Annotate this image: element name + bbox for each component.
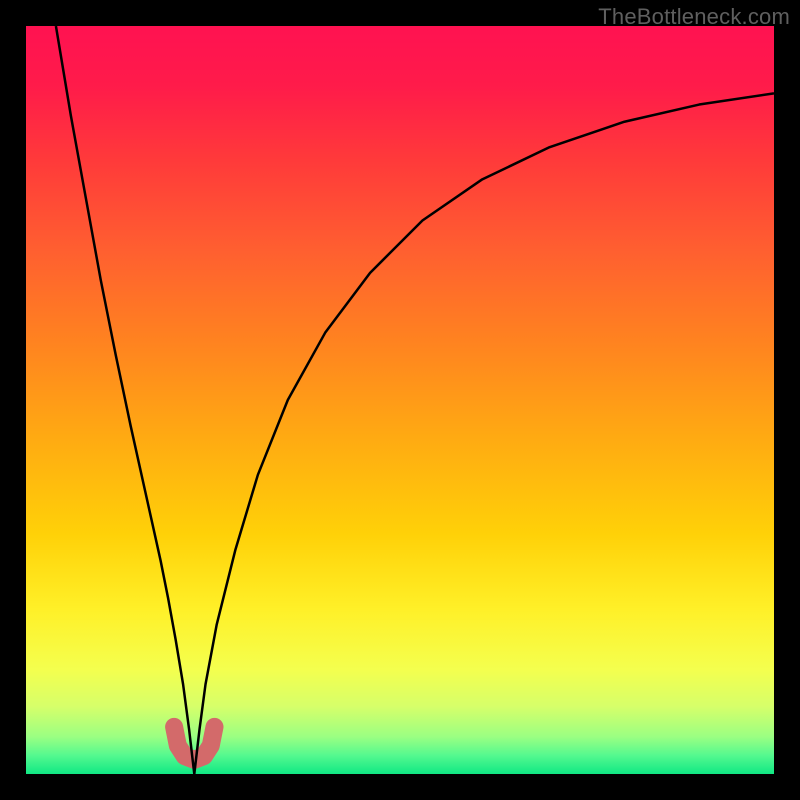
chart-curve-layer bbox=[26, 26, 774, 774]
figure-root: { "canvas": { "width": 800, "height": 80… bbox=[0, 0, 800, 800]
plot-frame bbox=[26, 26, 774, 774]
bottleneck-curve bbox=[56, 26, 774, 774]
min-marker-u bbox=[174, 727, 214, 760]
plot-area bbox=[26, 26, 774, 774]
